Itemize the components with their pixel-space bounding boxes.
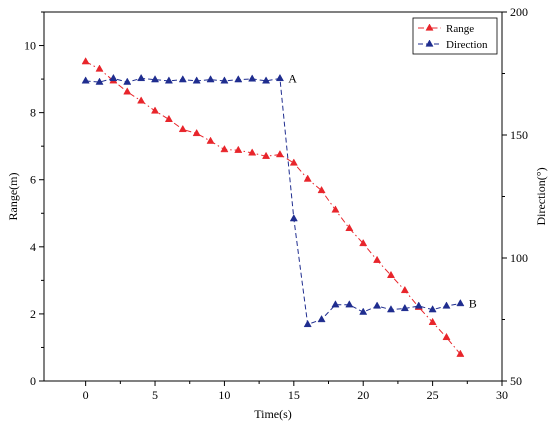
x-axis-title: Time(s) bbox=[254, 407, 292, 421]
series-line-range bbox=[85, 61, 461, 355]
data-point-direction bbox=[456, 299, 465, 307]
y-right-tick-label: 50 bbox=[510, 374, 522, 388]
y-right-tick-label: 100 bbox=[510, 251, 528, 265]
data-point-direction bbox=[164, 76, 173, 84]
data-point-direction bbox=[386, 305, 395, 313]
legend: Range Direction bbox=[412, 17, 498, 55]
data-point-direction bbox=[303, 319, 312, 328]
legend-entry: Range bbox=[446, 23, 474, 35]
x-tick-label: 20 bbox=[357, 388, 369, 402]
data-point-direction bbox=[317, 314, 326, 323]
data-point-direction bbox=[220, 76, 229, 84]
data-point-range bbox=[95, 64, 104, 72]
data-point-direction bbox=[178, 75, 187, 83]
data-point-direction bbox=[442, 301, 451, 309]
data-point-range bbox=[123, 87, 132, 95]
x-tick-label: 25 bbox=[427, 388, 439, 402]
data-point-direction bbox=[289, 214, 298, 222]
annotation-label: B bbox=[469, 297, 477, 311]
data-point-direction bbox=[275, 73, 284, 82]
y-left-axis-title: Range(m) bbox=[6, 173, 20, 221]
x-tick-label: 0 bbox=[83, 388, 89, 402]
y-left-tick-label: 10 bbox=[24, 39, 36, 53]
x-tick-label: 10 bbox=[218, 388, 230, 402]
y-left-tick-label: 6 bbox=[30, 173, 36, 187]
data-point-range bbox=[386, 270, 395, 278]
data-point-range bbox=[262, 151, 271, 159]
data-point-direction bbox=[400, 303, 409, 312]
y-left-tick-label: 8 bbox=[30, 106, 36, 120]
data-point-direction bbox=[248, 74, 257, 82]
legend-entry: Direction bbox=[446, 39, 488, 51]
data-point-direction bbox=[359, 307, 368, 315]
data-point-range bbox=[373, 255, 382, 263]
data-point-range bbox=[442, 332, 451, 341]
data-point-range bbox=[137, 96, 146, 104]
y-left-tick-label: 2 bbox=[30, 307, 36, 321]
x-tick-label: 15 bbox=[288, 388, 300, 402]
data-point-direction bbox=[95, 77, 104, 85]
data-point-range bbox=[331, 205, 340, 213]
data-point-direction bbox=[373, 301, 382, 309]
data-point-range bbox=[220, 145, 229, 153]
data-point-direction bbox=[262, 76, 271, 84]
legend-marker bbox=[425, 39, 434, 47]
data-point-range bbox=[192, 128, 201, 137]
data-point-direction bbox=[137, 73, 146, 82]
data-point-range bbox=[400, 285, 409, 294]
axes: 0 5 10 15 20 25 30 0 2 4 6 8 10 50 100 150 200 Time(s) Ran… bbox=[6, 5, 548, 421]
data-point-direction bbox=[192, 76, 201, 84]
data-point-range bbox=[345, 223, 354, 232]
data-point-direction bbox=[123, 77, 132, 85]
y-right-tick-label: 200 bbox=[510, 5, 528, 19]
data-point-direction bbox=[81, 76, 90, 84]
data-point-range bbox=[317, 185, 326, 194]
data-point-range bbox=[248, 148, 257, 156]
y-right-axis-title: Direction(°) bbox=[534, 167, 548, 225]
data-point-range bbox=[81, 57, 90, 65]
legend-box bbox=[412, 17, 498, 55]
data-point-range bbox=[456, 349, 465, 357]
annotation-label: A bbox=[288, 71, 297, 85]
annotations: AB bbox=[288, 71, 476, 310]
data-point-direction bbox=[331, 300, 340, 308]
plot-frame bbox=[43, 11, 503, 382]
data-point-range bbox=[234, 145, 243, 153]
x-tick-label: 5 bbox=[152, 388, 158, 402]
data-point-direction bbox=[414, 301, 423, 309]
y-right-tick-label: 150 bbox=[510, 128, 528, 142]
data-point-direction bbox=[206, 75, 215, 83]
series-line-direction bbox=[85, 77, 461, 326]
data-point-range bbox=[303, 174, 312, 182]
data-point-range bbox=[178, 124, 187, 133]
data-point-direction bbox=[428, 305, 437, 313]
data-point-direction bbox=[345, 300, 354, 308]
data-point-range bbox=[164, 114, 173, 122]
data-point-range bbox=[151, 106, 160, 114]
data-point-range bbox=[359, 238, 368, 247]
data-point-direction bbox=[234, 75, 243, 83]
data-point-range bbox=[289, 158, 298, 166]
legend-marker bbox=[425, 23, 434, 31]
data-point-range bbox=[275, 150, 284, 158]
y-left-tick-label: 0 bbox=[30, 374, 36, 388]
data-point-direction bbox=[109, 73, 118, 82]
data-point-range bbox=[206, 136, 215, 144]
x-tick-label: 30 bbox=[496, 388, 508, 402]
data-point-direction bbox=[151, 75, 160, 83]
y-left-tick-label: 4 bbox=[30, 240, 36, 254]
data-point-range bbox=[428, 317, 437, 325]
series-layer bbox=[81, 57, 465, 357]
